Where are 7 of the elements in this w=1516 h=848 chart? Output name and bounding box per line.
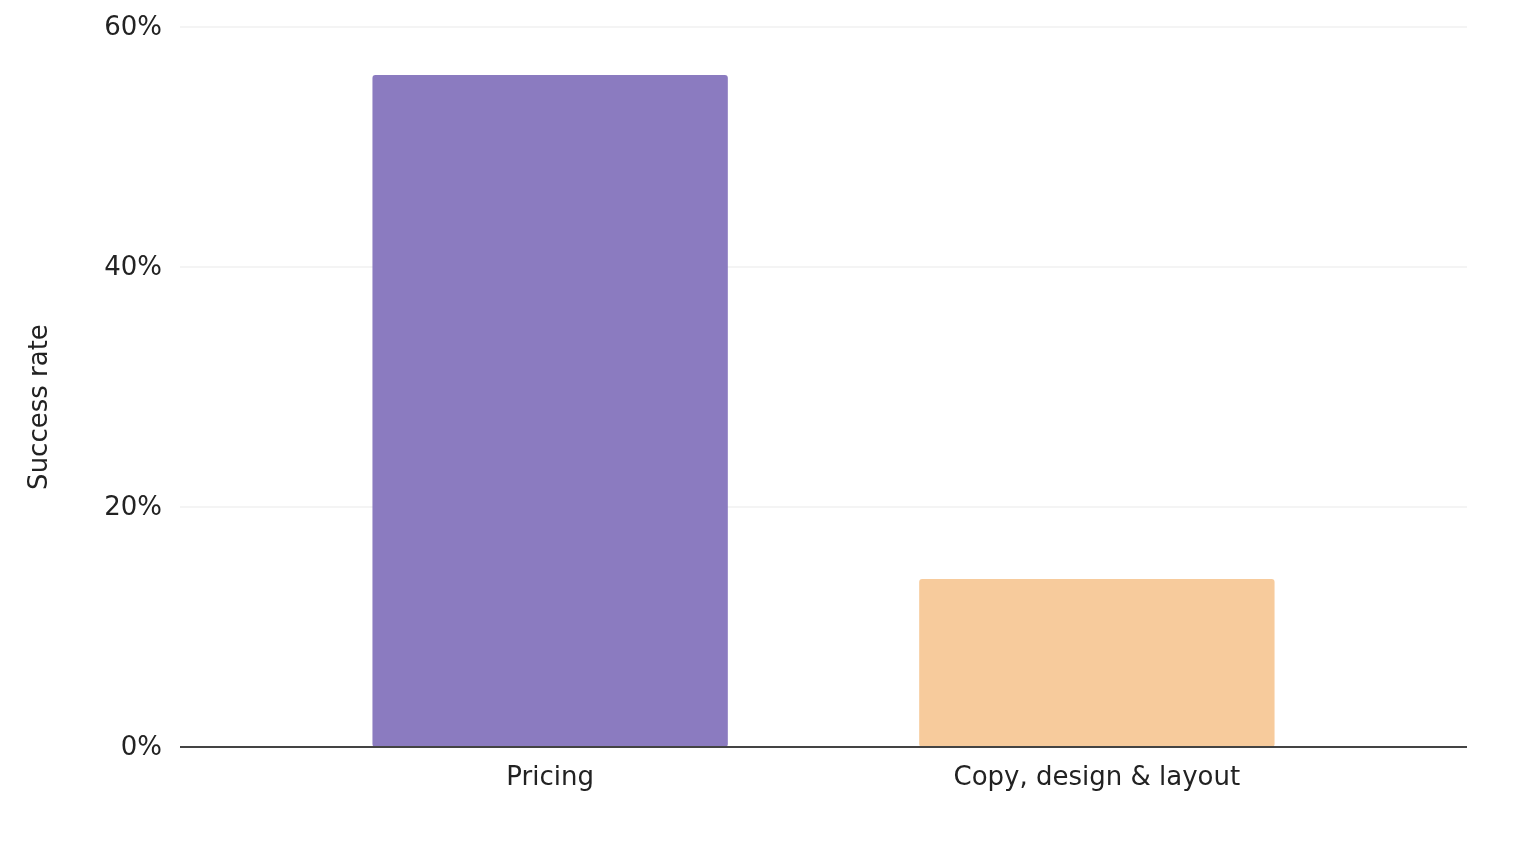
y-tick-label: 20% <box>104 490 162 521</box>
x-tick-label: Copy, design & layout <box>953 760 1241 791</box>
y-tick-label: 0% <box>120 730 162 761</box>
x-tick-label: Pricing <box>506 760 594 791</box>
y-tick-label: 40% <box>104 250 162 281</box>
y-tick-label: 60% <box>104 10 162 41</box>
y-axis-title: Success rate <box>22 324 53 490</box>
